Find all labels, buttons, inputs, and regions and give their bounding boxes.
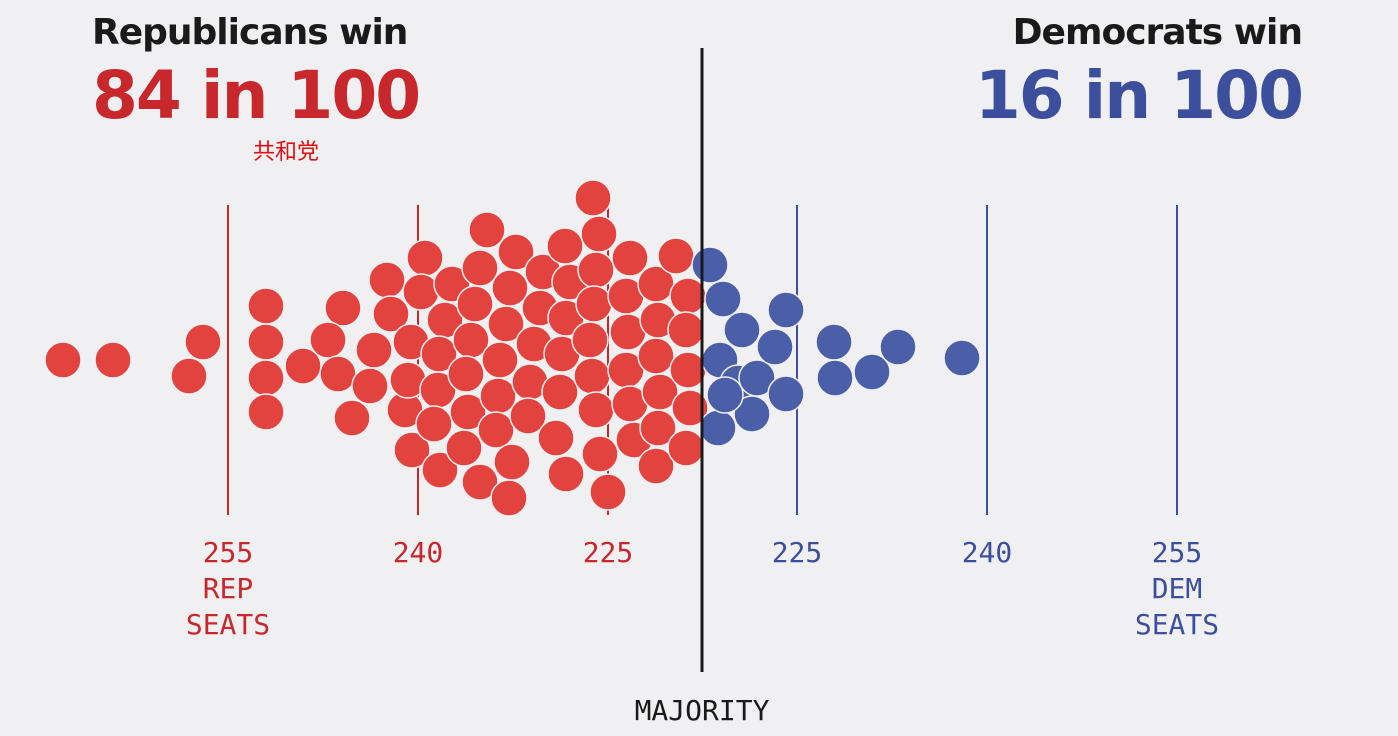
rep-outcome-dot <box>491 269 529 307</box>
rep-outcome-dot <box>247 359 285 397</box>
rep-outcome-dot <box>493 443 531 481</box>
rep-outcome-dot <box>487 305 525 343</box>
rep-outcome-dot <box>574 179 612 217</box>
rep-outcome-dot <box>170 357 208 395</box>
dem-outcome-dot <box>699 409 737 447</box>
rep-outcome-dot <box>355 331 393 369</box>
rep-outcome-dot <box>333 399 371 437</box>
rep-outcome-dot <box>461 249 499 287</box>
rep-outcome-dot <box>490 479 528 517</box>
dem-axis-title-line-1: DEM <box>1152 572 1203 605</box>
rep-outcome-dot <box>637 337 675 375</box>
rep-outcome-dot <box>447 355 485 393</box>
dem-outcome-dot <box>738 359 776 397</box>
rep-axis-title-line-1: REP <box>203 572 254 605</box>
rep-outcome-dot <box>406 239 444 277</box>
rep-outcome-dot <box>368 261 406 299</box>
dem-outcome-dot <box>723 311 761 349</box>
rep-outcome-dot <box>456 285 494 323</box>
rep-tick-label-240: 240 <box>393 536 444 569</box>
rep-outcome-dot <box>581 435 619 473</box>
rep-outcome-dot <box>577 251 615 289</box>
dem-outcome-dot <box>756 328 794 366</box>
outcome-dots <box>44 179 981 517</box>
rep-outcome-dot <box>481 341 519 379</box>
republican-win-label: Republicans win <box>92 12 408 53</box>
democrat-headline: Democrats win 16 in 100 <box>974 10 1304 136</box>
annotation-note: 共和党 <box>253 140 320 165</box>
rep-axis-title-line-2: SEATS <box>186 608 270 641</box>
rep-outcome-dot <box>247 287 285 325</box>
dem-outcome-dot <box>767 291 805 329</box>
rep-outcome-dot <box>547 455 585 493</box>
rep-outcome-dot <box>351 367 389 405</box>
rep-outcome-dot <box>575 285 613 323</box>
dem-outcome-dot <box>879 328 917 366</box>
majority-label: MAJORITY <box>635 694 770 727</box>
rep-outcome-dot <box>324 289 362 327</box>
rep-outcome-dot <box>573 357 611 395</box>
dem-tick-label-225: 225 <box>772 536 823 569</box>
dem-outcome-dot <box>691 246 729 284</box>
rep-outcome-dot <box>541 373 579 411</box>
rep-outcome-dot <box>247 393 285 431</box>
rep-outcome-dot <box>639 409 677 447</box>
rep-outcome-dot <box>94 341 132 379</box>
rep-outcome-dot <box>667 429 705 467</box>
dem-outcome-dot <box>704 280 742 318</box>
rep-outcome-dot <box>580 215 618 253</box>
rep-outcome-dot <box>468 211 506 249</box>
rep-outcome-dot <box>44 341 82 379</box>
rep-tick-label-255: 255 <box>203 536 254 569</box>
rep-outcome-dot <box>546 227 584 265</box>
dem-axis-title-line-2: SEATS <box>1135 608 1219 641</box>
dem-tick-label-240: 240 <box>962 536 1013 569</box>
rep-outcome-dot <box>184 323 222 361</box>
dem-outcome-dot <box>815 323 853 361</box>
rep-outcome-dot <box>415 405 453 443</box>
dem-outcome-dot <box>767 375 805 413</box>
rep-outcome-dot <box>461 463 499 501</box>
rep-outcome-dot <box>479 377 517 415</box>
rep-outcome-dot <box>611 239 649 277</box>
dem-outcome-dot <box>706 376 744 414</box>
rep-outcome-dot <box>402 273 440 311</box>
dem-outcome-dot <box>943 339 981 377</box>
rep-outcome-dot <box>497 233 535 271</box>
rep-outcome-dot <box>284 347 322 385</box>
rep-outcome-dot <box>657 237 695 275</box>
democrat-win-label: Democrats win <box>1012 12 1303 53</box>
republican-odds: 84 in 100 <box>92 57 421 134</box>
republican-headline: Republicans win 84 in 100 <box>92 10 421 136</box>
dem-outcome-dot <box>816 359 854 397</box>
rep-outcome-dot <box>477 411 515 449</box>
rep-outcome-dot <box>637 447 675 485</box>
rep-tick-label-225: 225 <box>583 536 634 569</box>
rep-outcome-dot <box>247 323 285 361</box>
dem-tick-label-255: 255 <box>1152 536 1203 569</box>
rep-outcome-dot <box>571 321 609 359</box>
rep-outcome-dot <box>393 431 431 469</box>
rep-outcome-dot <box>421 451 459 489</box>
rep-outcome-dot <box>309 321 347 359</box>
rep-outcome-dot <box>509 397 547 435</box>
rep-outcome-dot <box>537 419 575 457</box>
rep-outcome-dot <box>445 429 483 467</box>
rep-outcome-dot <box>372 295 410 333</box>
rep-outcome-dot <box>589 473 627 511</box>
rep-outcome-dot <box>667 311 705 349</box>
democrat-odds: 16 in 100 <box>974 57 1304 134</box>
rep-outcome-dot <box>577 391 615 429</box>
rep-outcome-dot <box>671 389 709 427</box>
dem-outcome-dot <box>853 353 891 391</box>
rep-outcome-dot <box>319 355 357 393</box>
